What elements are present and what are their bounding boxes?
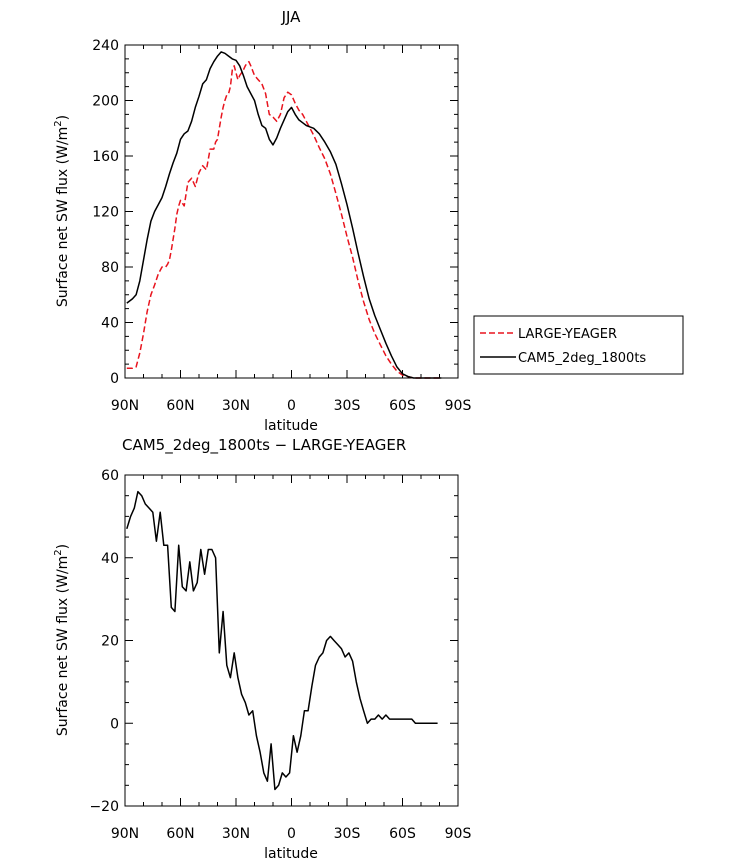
top-axis-ticks	[124, 44, 459, 379]
series-line-1-0	[126, 490, 438, 791]
x-tick-label: 0	[287, 826, 296, 842]
bottom-chart-title: CAM5_2deg_1800ts − LARGE-YEAGER	[122, 436, 406, 455]
x-tick-label: 90N	[111, 826, 139, 842]
bottom-x-tick-labels: 90N 60N 30N 0 30S 60S 90S	[111, 826, 472, 842]
x-tick-label: 60N	[166, 398, 194, 414]
bottom-y-tick-labels: −20 0 20 40 60	[89, 468, 119, 815]
y-tick-label: 40	[101, 316, 119, 332]
bottom-axis-ticks	[124, 474, 459, 807]
x-tick-label: 90S	[445, 398, 472, 414]
y-tick-label: 40	[101, 551, 119, 567]
x-tick-label: 90N	[111, 398, 139, 414]
legend-box	[473, 315, 684, 375]
x-tick-label: 60S	[389, 826, 416, 842]
y-tick-label: 0	[110, 716, 119, 732]
x-tick-label: 60N	[166, 826, 194, 842]
bottom-x-axis-label: latitude	[264, 846, 318, 862]
x-tick-label: 90S	[445, 826, 472, 842]
top-y-axis-label: Surface net SW flux (W/m2)	[53, 115, 71, 307]
series-line-0-1	[126, 51, 442, 379]
legend: LARGE-YEAGER CAM5_2deg_1800ts	[473, 315, 684, 375]
y-tick-label: 60	[101, 468, 119, 484]
x-tick-label: 30S	[334, 398, 361, 414]
y-tick-label: −20	[89, 799, 119, 815]
top-chart-title: JJA	[281, 8, 302, 26]
x-tick-label: 30S	[334, 826, 361, 842]
y-tick-label: 20	[101, 634, 119, 650]
x-tick-label: 30N	[222, 826, 250, 842]
panel-bottom: CAM5_2deg_1800ts − LARGE-YEAGER −20 0 20 40…	[53, 436, 471, 862]
y-tick-label: 240	[92, 38, 119, 54]
y-tick-label: 160	[92, 149, 119, 165]
top-x-axis-label: latitude	[264, 418, 318, 434]
top-series-lines	[126, 51, 442, 379]
x-tick-label: 30N	[222, 398, 250, 414]
series-line-0-0	[126, 60, 442, 379]
top-x-tick-labels: 90N 60N 30N 0 30S 60S 90S	[111, 398, 472, 414]
x-tick-label: 0	[287, 398, 296, 414]
top-y-tick-labels: 0 40 80 120 160 200 240	[92, 38, 119, 387]
y-tick-label: 200	[92, 94, 119, 110]
x-tick-label: 60S	[389, 398, 416, 414]
y-tick-label: 80	[101, 260, 119, 276]
bottom-series-lines	[126, 490, 438, 791]
legend-label-cam5: CAM5_2deg_1800ts	[518, 351, 646, 366]
legend-label-large-yeager: LARGE-YEAGER	[518, 327, 617, 342]
y-tick-label: 120	[92, 205, 119, 221]
y-tick-label: 0	[110, 371, 119, 387]
bottom-y-axis-label: Surface net SW flux (W/m2)	[53, 544, 71, 736]
